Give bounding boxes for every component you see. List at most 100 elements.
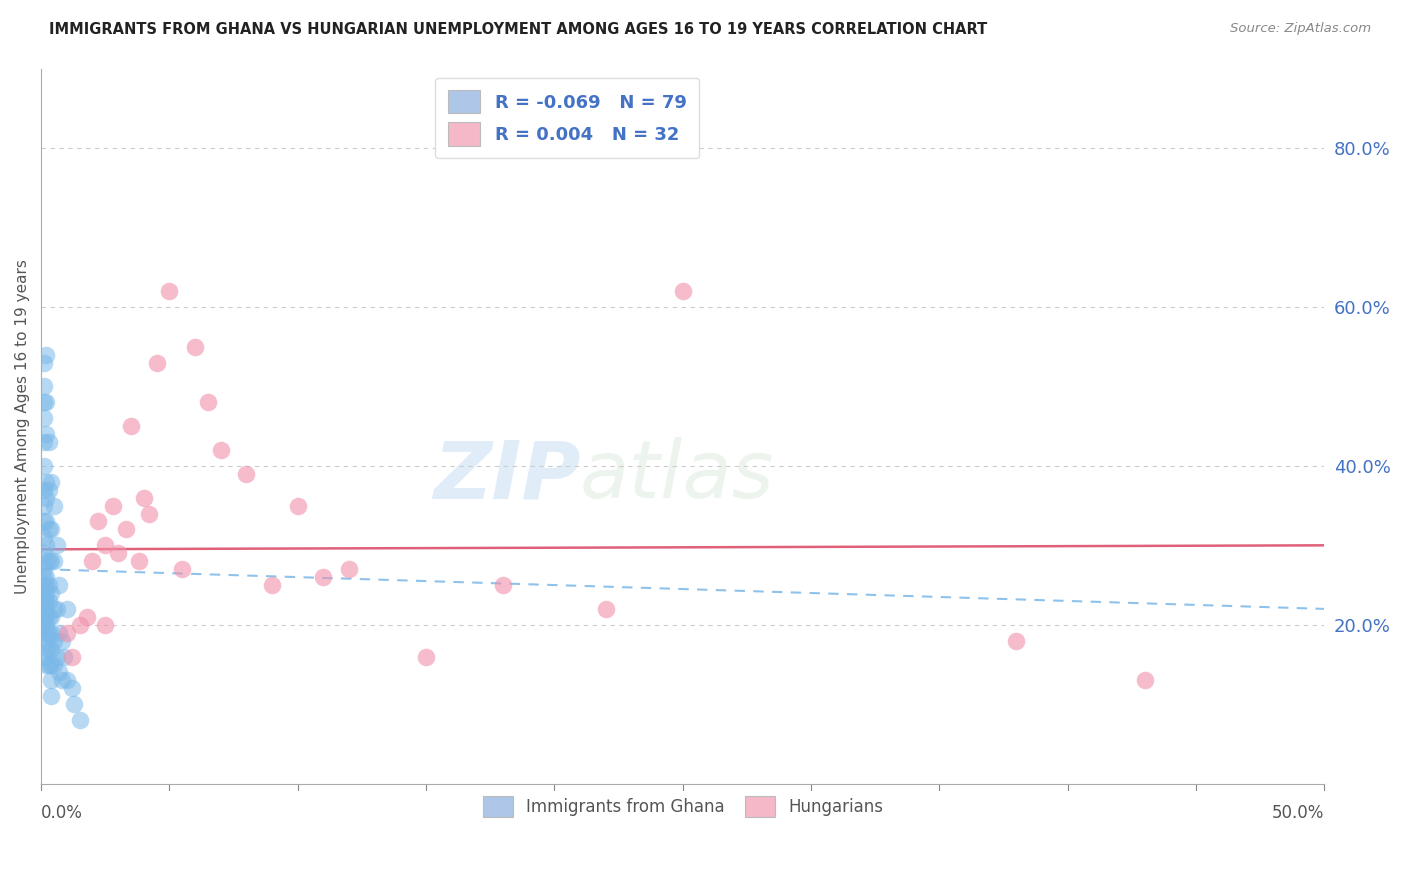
Point [41,586,63,600]
Point [51,633,73,648]
Point [159,284,181,298]
Point [32,546,55,560]
Text: Source: ZipAtlas.com: Source: ZipAtlas.com [1230,22,1371,36]
Point [60,681,83,696]
Point [35,602,58,616]
Point [94,617,117,632]
Point [35,641,58,656]
Point [38,610,60,624]
Point [35,594,58,608]
Point [35,348,58,362]
Point [32,610,55,624]
Point [312,570,335,584]
Legend: Immigrants from Ghana, Hungarians: Immigrants from Ghana, Hungarians [474,788,891,825]
Point [38,554,60,568]
Point [35,554,58,568]
Point [41,554,63,568]
Point [38,657,60,672]
Point [35,657,58,672]
Point [595,602,617,616]
Point [107,546,129,560]
Text: 0.0%: 0.0% [41,804,83,822]
Point [337,562,360,576]
Point [32,435,55,450]
Point [41,657,63,672]
Point [76,610,98,624]
Point [41,641,63,656]
Point [35,427,58,442]
Point [32,586,55,600]
Point [35,395,58,409]
Point [45,649,67,664]
Point [120,419,142,434]
Point [672,284,695,298]
Point [32,395,55,409]
Point [32,458,55,473]
Point [48,625,70,640]
Point [55,602,77,616]
Point [35,610,58,624]
Point [42,554,65,568]
Point [60,649,83,664]
Point [145,355,167,369]
Point [41,610,63,624]
Point [492,578,515,592]
Point [41,475,63,489]
Point [38,435,60,450]
Point [63,698,86,712]
Point [38,625,60,640]
Point [32,379,55,393]
Text: atlas: atlas [581,437,775,516]
Point [35,617,58,632]
Point [51,673,73,688]
Point [197,395,219,409]
Point [32,411,55,425]
Point [35,538,58,552]
Point [38,594,60,608]
Point [69,617,91,632]
Point [32,602,55,616]
Point [287,499,309,513]
Point [45,538,67,552]
Point [35,578,58,592]
Point [114,523,136,537]
Point [69,713,91,727]
Point [32,499,55,513]
Point [32,530,55,544]
Point [32,562,55,576]
Point [42,602,65,616]
Text: 50.0%: 50.0% [1272,804,1324,822]
Point [38,641,60,656]
Point [128,554,150,568]
Point [1133,673,1156,688]
Point [48,578,70,592]
Point [209,442,232,457]
Point [94,538,117,552]
Point [32,578,55,592]
Point [55,625,77,640]
Point [184,340,207,354]
Point [32,483,55,497]
Point [30,617,52,632]
Point [35,570,58,584]
Point [41,523,63,537]
Point [1005,633,1028,648]
Point [41,625,63,640]
Point [101,499,124,513]
Point [42,657,65,672]
Point [32,355,55,369]
Point [42,499,65,513]
Point [172,562,194,576]
Point [32,515,55,529]
Point [262,578,284,592]
Point [32,594,55,608]
Point [86,515,108,529]
Point [38,483,60,497]
Point [48,665,70,680]
Point [41,690,63,704]
Point [45,602,67,616]
Point [42,633,65,648]
Point [235,467,257,481]
Point [35,515,58,529]
Point [82,554,104,568]
